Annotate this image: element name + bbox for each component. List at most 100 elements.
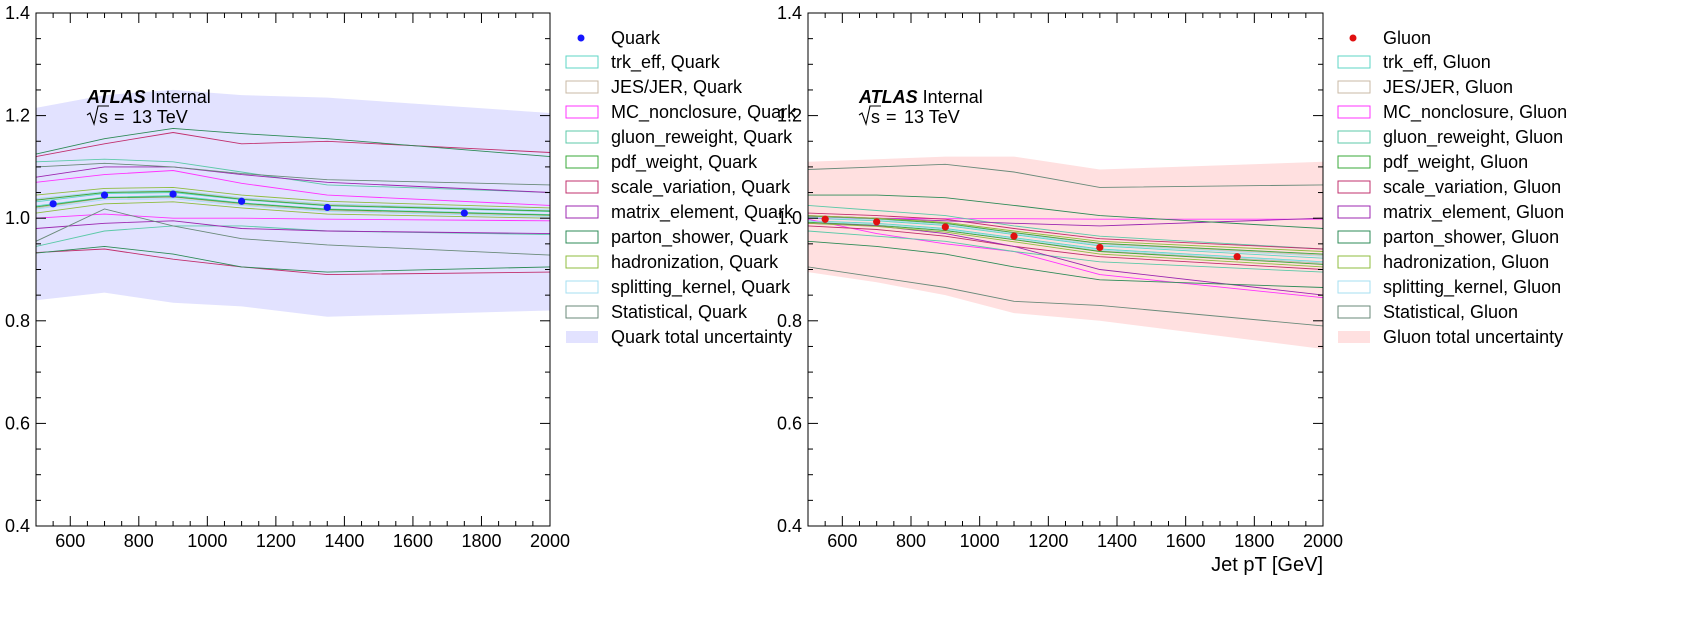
legend-label-jes-jer-gluon: JES/JER, Gluon [1383,77,1513,97]
y-tick-label: 1.4 [5,3,30,23]
atlas-label: ATLAS Internal [86,87,211,107]
y-tick-label: 0.4 [777,516,802,536]
legend-label-parton-shower-quark: parton_shower, Quark [611,227,789,248]
series-line-splitting-kernel-quark-upper [36,189,550,211]
data-point [1233,253,1241,261]
series-line-gluon-reweight-gluon-lower [808,230,1323,273]
series-line-trk-eff-gluon-lower [808,220,1323,263]
series-line-hadronization-quark-lower [36,201,550,219]
y-tick-label: 1.0 [777,208,802,228]
atlas-label: ATLAS Internal [858,87,983,107]
series-line-gluon-reweight-quark-upper [36,158,550,193]
legend-marker-points [577,34,585,42]
energy-label: 13 TeV [132,107,188,127]
legend-label-jes-jer-quark: JES/JER, Quark [611,77,743,97]
x-tick-label: 1600 [393,531,433,551]
series-line-gluon-reweight-gluon-upper [808,204,1323,250]
legend-swatch-total-uncertainty [1338,331,1370,343]
legend-label-total-uncertainty: Quark total uncertainty [611,327,792,347]
legend-label-gluon-reweight-gluon: gluon_reweight, Gluon [1383,127,1563,148]
equals-sign: = [114,107,125,127]
legend-swatch-statistical-quark [565,305,599,319]
legend-label-splitting-kernel-quark: splitting_kernel, Quark [611,277,791,298]
series-line-mc-nonclosure-quark-upper [36,170,550,206]
legend-label-hadronization-quark: hadronization, Quark [611,252,779,272]
legend-swatch-matrix-element-gluon [1337,205,1371,219]
legend-swatch-scale-variation-gluon [1337,180,1371,194]
y-tick-label: 0.6 [777,413,802,433]
x-tick-label: 1000 [960,531,1000,551]
data-point [821,215,829,223]
data-point [323,203,331,212]
legend: Gluon trk_eff, Gluon JES/JER, Gluon MC_nonc… [1337,28,1567,347]
x-tick-label: 1800 [1234,531,1274,551]
series-line-scale-variation-gluon-upper [808,212,1323,250]
series-line-hadronization-gluon-lower [808,222,1323,268]
chart-panel-1: 600 800 1000 1200 1400 1600 1800 2000 0.4 0.6 0.8 1… [5,3,797,551]
series-line-pdf-weight-gluon-upper [808,215,1323,255]
series-line-trk-eff-quark-lower [36,195,550,216]
data-point [941,223,949,231]
series-line-splitting-kernel-gluon-upper [808,216,1323,257]
legend-label-matrix-element-gluon: matrix_element, Gluon [1383,202,1564,223]
legend-swatch-mc-nonclosure-quark [565,105,599,119]
series-line-statistical-gluon-upper [808,163,1323,188]
series-line-statistical-quark-lower [36,208,550,256]
series-line-hadronization-quark-upper [36,186,550,209]
legend-swatch-pdf-weight-quark [565,155,599,169]
series-line-pdf-weight-quark-lower [36,196,550,216]
sqrt-symbol [858,105,881,126]
legend-label-matrix-element-quark: matrix_element, Quark [611,202,794,223]
atlas-bold-text: ATLAS [858,87,918,107]
series-line-statistical-gluon-lower [808,266,1323,327]
legend-label-mc-nonclosure-gluon: MC_nonclosure, Gluon [1383,102,1567,123]
y-tick-label: 1.4 [777,3,802,23]
y-tick-label: 1.2 [5,106,30,126]
legend-swatch-trk-eff-quark [565,55,599,69]
x-tick-label: 1600 [1166,531,1206,551]
x-tick-label: 800 [896,531,926,551]
data-point [100,191,109,199]
data-point [238,197,246,205]
series-line-jes-jer-quark-upper [36,190,550,211]
x-tick-label: 1400 [324,531,364,551]
legend-label-splitting-kernel-gluon: splitting_kernel, Gluon [1383,277,1561,298]
data-point [169,190,177,198]
data-point [49,200,57,208]
legend-label-scale-variation-gluon: scale_variation, Gluon [1383,177,1561,198]
legend-label-points: Quark [611,28,661,48]
x-tick-label: 1000 [187,531,227,551]
plot-area [808,156,1323,349]
series-line-pdf-weight-gluon-lower [808,221,1323,265]
y-tick-label: 1.2 [777,106,802,126]
legend-swatch-trk-eff-gluon [1337,55,1371,69]
legend-label-points: Gluon [1383,28,1431,48]
atlas-bold-text: ATLAS [86,87,146,107]
series-line-mc-nonclosure-gluon-lower [808,218,1323,299]
series-line-scale-variation-quark-lower [36,248,550,276]
legend-swatch-hadronization-gluon [1337,255,1371,269]
legend-swatch-matrix-element-quark [565,205,599,219]
atlas-internal-text: Internal [918,87,983,107]
x-tick-label: 600 [827,531,857,551]
legend-swatch-statistical-gluon [1337,305,1371,319]
x-tick-label: 1400 [1097,531,1137,551]
series-line-hadronization-gluon-upper [808,215,1323,252]
legend-label-mc-nonclosure-quark: MC_nonclosure, Quark [611,102,797,123]
equals-sign: = [886,107,897,127]
data-point [460,209,468,217]
series-line-splitting-kernel-quark-lower [36,198,550,218]
series-line-pdf-weight-quark-upper [36,191,550,212]
series-line-trk-eff-gluon-upper [808,217,1323,259]
y-tick-label: 0.8 [5,311,30,331]
legend-label-trk-eff-gluon: trk_eff, Gluon [1383,52,1491,73]
legend-label-trk-eff-quark: trk_eff, Quark [611,52,721,73]
y-tick-label: 0.8 [777,311,802,331]
legend-swatch-hadronization-quark [565,255,599,269]
x-tick-label: 600 [55,531,85,551]
legend-swatch-jes-jer-quark [565,80,599,94]
legend: Quark trk_eff, Quark JES/JER, Quark MC_nonc… [565,28,797,347]
legend-swatch-splitting-kernel-quark [565,280,599,294]
data-point [873,218,881,226]
